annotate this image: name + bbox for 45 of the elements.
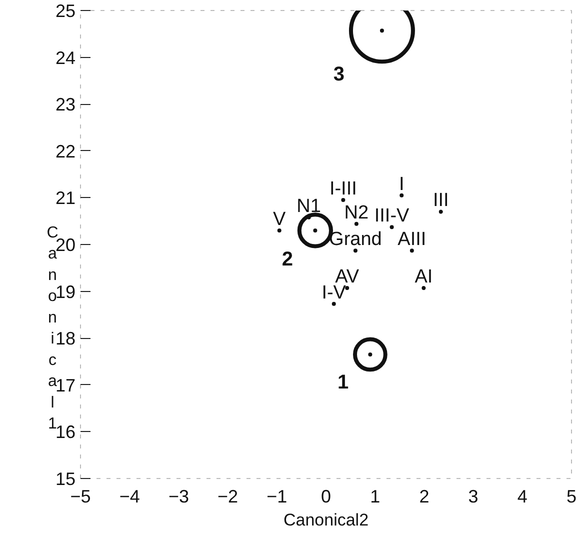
series-label: III — [432, 190, 449, 212]
y-tick-label: 17 — [55, 375, 76, 396]
series-label: Grand — [329, 229, 382, 250]
series-label: I-III — [329, 178, 357, 200]
y-tick-label: 18 — [55, 328, 76, 349]
series-label: 1 — [337, 372, 349, 394]
point — [277, 228, 282, 232]
point — [353, 248, 358, 253]
series-label: I — [398, 174, 404, 195]
x-tick-label: −2 — [218, 486, 238, 506]
x-tick-label: −3 — [168, 486, 189, 506]
series-label: 2 — [282, 248, 293, 270]
y-tick-label: 25 — [55, 1, 76, 21]
series-label: V — [273, 208, 286, 230]
point — [400, 193, 404, 198]
point — [438, 210, 443, 214]
series-label: 3 — [333, 64, 345, 86]
x-tick-label: 0 — [320, 486, 332, 506]
y-tick-label: 19 — [55, 282, 76, 302]
y-tick-label: 21 — [55, 188, 76, 208]
series-label: N2 — [344, 202, 369, 224]
point — [410, 248, 414, 253]
x-tick-label: 5 — [566, 486, 577, 506]
series-label: AIII — [398, 229, 426, 250]
x-tick-label: −4 — [119, 486, 140, 506]
x-axis-title: Canonical2 — [283, 510, 369, 530]
x-tick-label: 1 — [370, 486, 380, 506]
series-label: AI — [414, 266, 433, 288]
y-tick-label: 23 — [55, 94, 76, 115]
y-tick-label: 15 — [55, 469, 76, 489]
x-tick-label: 2 — [419, 486, 430, 506]
point — [422, 286, 426, 290]
y-tick-label: 22 — [55, 141, 76, 162]
y-tick-label: 24 — [55, 48, 76, 68]
x-tick-label: −1 — [266, 486, 288, 506]
point — [354, 222, 358, 226]
x-tick-label: 3 — [468, 486, 478, 506]
point — [341, 198, 346, 202]
point — [332, 302, 336, 306]
point — [390, 225, 394, 230]
x-tick-label: −5 — [70, 486, 91, 506]
series-label: III-V — [374, 206, 410, 227]
x-tick-label: 4 — [517, 486, 528, 506]
series-label: N1 — [296, 196, 321, 217]
y-tick-label: 16 — [55, 422, 76, 442]
